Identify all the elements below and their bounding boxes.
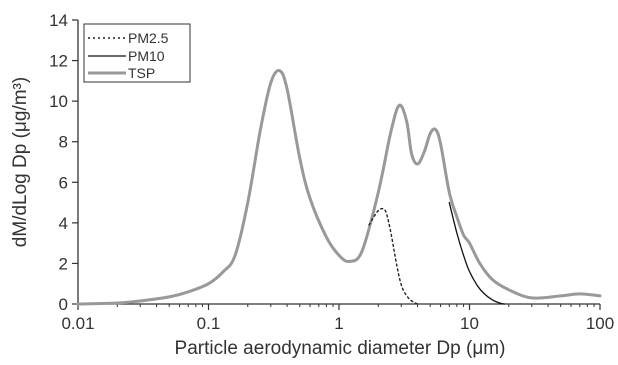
series-line-pm10 [448, 201, 506, 305]
legend-label-tsp: TSP [128, 65, 155, 81]
y-ticks: 0 2 4 6 8 10 12 14 [49, 11, 78, 314]
x-tick-label: 100 [586, 314, 614, 333]
x-tick-label: 0.1 [197, 314, 221, 333]
series-line-tsp [76, 69, 602, 306]
series-layer [76, 69, 602, 306]
legend-label-pm10: PM10 [128, 48, 165, 64]
legend-label-pm25: PM2.5 [128, 30, 169, 46]
y-tick-label: 0 [59, 295, 68, 314]
x-axis-title: Particle aerodynamic diameter Dp (μm) [175, 338, 506, 359]
y-tick-label: 10 [49, 92, 68, 111]
y-tick-label: 2 [59, 254, 68, 273]
x-tick-label: 1 [334, 314, 343, 333]
x-ticks: 0.01 0.1 1 10 100 [61, 304, 614, 333]
y-tick-label: 12 [49, 52, 68, 71]
y-tick-label: 14 [49, 11, 68, 30]
series-line-pm25 [368, 207, 419, 305]
y-tick-label: 6 [59, 173, 68, 192]
y-axis-title: dM/dLog Dp (μg/m³) [10, 77, 31, 247]
legend: PM2.5 PM10 TSP [83, 23, 191, 83]
x-tick-label: 0.01 [61, 314, 94, 333]
x-tick-label: 10 [460, 314, 479, 333]
y-tick-label: 8 [59, 133, 68, 152]
y-tick-label: 4 [59, 214, 68, 233]
